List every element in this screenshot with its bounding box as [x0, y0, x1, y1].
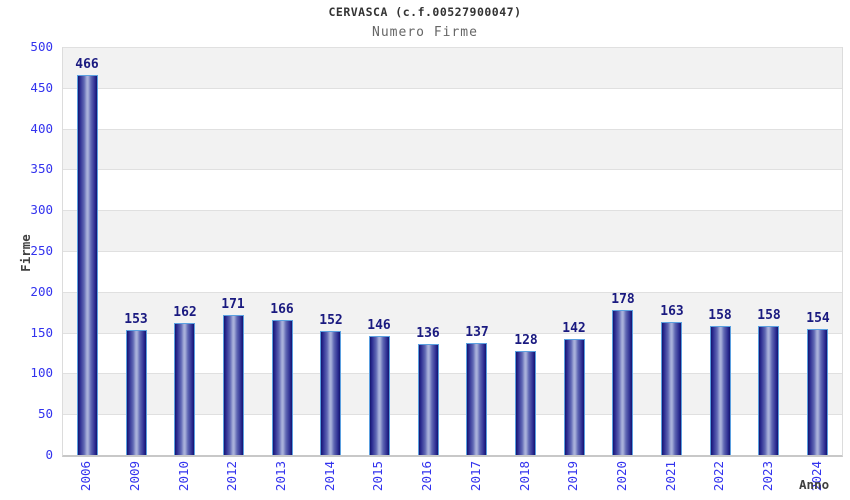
bar-value-label: 158: [708, 308, 732, 323]
bar: [223, 315, 244, 455]
bar-value-label: 128: [514, 333, 538, 348]
y-tick-label: 250: [30, 243, 53, 258]
x-tick-label: 2009: [127, 460, 142, 492]
gridline: [63, 291, 842, 293]
gridline: [63, 47, 842, 48]
bar-value-label: 146: [367, 318, 391, 333]
bar-value-label: 158: [757, 308, 781, 323]
bar: [272, 320, 293, 455]
y-tick-label: 350: [30, 161, 53, 177]
y-tick-label: 0: [45, 447, 53, 462]
y-tick-label: 300: [30, 202, 53, 218]
bar: [661, 322, 682, 455]
bar-value-label: 178: [611, 292, 635, 307]
y-tick-label: 200: [30, 283, 53, 299]
bar-value-label: 153: [124, 312, 148, 327]
gridline: [63, 332, 842, 334]
bar-value-label: 163: [660, 304, 684, 319]
gridline: [63, 373, 842, 375]
x-tick-label: 2013: [273, 460, 288, 492]
bar: [466, 343, 487, 455]
x-tick-label: 2021: [663, 460, 678, 492]
bar: [77, 75, 98, 455]
gridline: [63, 87, 842, 89]
bar: [369, 336, 390, 455]
y-tick-label: 50: [37, 406, 53, 422]
bar: [612, 310, 633, 455]
bar-value-label: 171: [221, 297, 245, 312]
bar: [710, 326, 731, 455]
chart-subtitle: Numero Firme: [372, 25, 478, 40]
gridline: [63, 128, 842, 130]
y-axis-title: Firme: [18, 234, 33, 272]
plot-band: [63, 251, 842, 292]
y-tick-label: 400: [30, 120, 53, 136]
plot-area: 466 153 162 171 166 152 146 136 137 128 142 178 163 1…: [62, 47, 843, 457]
y-tick-label: 150: [30, 324, 53, 340]
x-tick-label: 2010: [176, 460, 191, 492]
plot-band: [63, 210, 842, 251]
y-tick-label: 500: [30, 39, 53, 54]
y-tick-label: 100: [30, 365, 53, 381]
x-tick-label: 2019: [565, 460, 580, 492]
x-tick-label: 2022: [711, 460, 726, 492]
x-tick-label: 2015: [370, 460, 385, 492]
x-tick-label: 2017: [468, 460, 483, 492]
x-tick-label: 2006: [78, 460, 93, 492]
bar: [174, 323, 195, 455]
bar-value-label: 166: [270, 302, 294, 317]
bar: [515, 351, 536, 455]
bar-value-label: 162: [173, 305, 197, 320]
bar-value-label: 152: [319, 313, 343, 328]
bar-value-label: 154: [806, 311, 830, 326]
x-tick-label: 2014: [322, 460, 337, 492]
chart-title: CERVASCA (c.f.00527900047): [328, 5, 522, 19]
bar: [564, 339, 585, 455]
x-axis-title: Anno: [799, 477, 830, 492]
bar-value-label: 142: [562, 321, 586, 336]
plot-band: [63, 128, 842, 170]
bar: [807, 329, 828, 455]
gridline: [63, 414, 842, 416]
bar: [418, 344, 439, 455]
plot-band: [63, 47, 842, 88]
bar-value-label: 136: [416, 326, 440, 341]
y-tick-label: 450: [30, 79, 53, 95]
bar: [320, 331, 341, 455]
gridline: [63, 169, 842, 171]
x-tick-label: 2016: [419, 460, 434, 492]
plot-band: [63, 88, 842, 129]
x-tick-label: 2020: [614, 460, 629, 492]
x-tick-label: 2012: [224, 460, 239, 492]
bar: [758, 326, 779, 455]
bar: [126, 330, 147, 455]
gridline: [63, 210, 842, 212]
bar-value-label: 466: [75, 57, 99, 72]
bar-value-label: 137: [465, 325, 489, 340]
plot-band: [63, 169, 842, 210]
x-tick-label: 2023: [760, 460, 775, 492]
gridline: [63, 251, 842, 252]
x-tick-label: 2018: [517, 460, 532, 492]
